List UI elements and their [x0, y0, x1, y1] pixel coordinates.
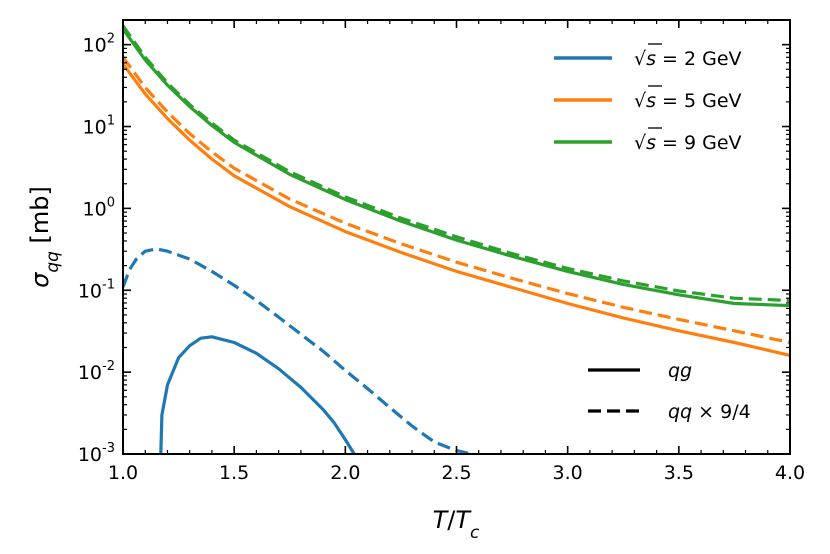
legend-label: √s = 9 GeV	[634, 132, 742, 154]
x-tick-label: 3.5	[664, 462, 694, 484]
ticks-group: 1.0 1.5 2.0 2.5 3.0 3.5 4.0 102 101 100 10-1 10-2 10…	[78, 19, 805, 484]
series-line-1	[159, 335, 356, 454]
series-line-3	[123, 63, 790, 357]
series-line-4	[123, 56, 790, 345]
series-group	[123, 24, 790, 454]
legend-label: √s = 5 GeV	[634, 90, 742, 112]
x-axis-title: T/Tc	[433, 506, 480, 543]
y-tick-label: 10-1	[78, 277, 115, 302]
series-line-6	[123, 24, 790, 303]
y-tick-label: 101	[83, 114, 115, 139]
x-tick-label: 1.5	[219, 462, 249, 484]
legend-style-label: qg	[668, 360, 692, 382]
y-tick-label: 100	[83, 195, 115, 220]
legend-energy: √s = 2 GeV √s = 5 GeV √s = 9 GeV	[554, 43, 742, 154]
x-tick-label: 3.0	[553, 462, 583, 484]
y-tick-label: 102	[83, 32, 115, 57]
y-tick-label: 10-2	[78, 359, 115, 384]
y-axis-title: σqq [mb]	[26, 186, 63, 288]
x-tick-label: 1.0	[108, 462, 138, 484]
x-tick-label: 2.0	[330, 462, 360, 484]
series-line-2	[123, 247, 473, 454]
series-line-5	[123, 28, 790, 308]
legend-process: qg qq × 9/4	[588, 360, 751, 423]
legend-label: √s = 2 GeV	[634, 48, 742, 70]
x-tick-label: 4.0	[775, 462, 805, 484]
y-tick-label: 10-3	[78, 441, 115, 466]
legend-style-label: qq × 9/4	[668, 401, 751, 423]
x-tick-label: 2.5	[441, 462, 471, 484]
